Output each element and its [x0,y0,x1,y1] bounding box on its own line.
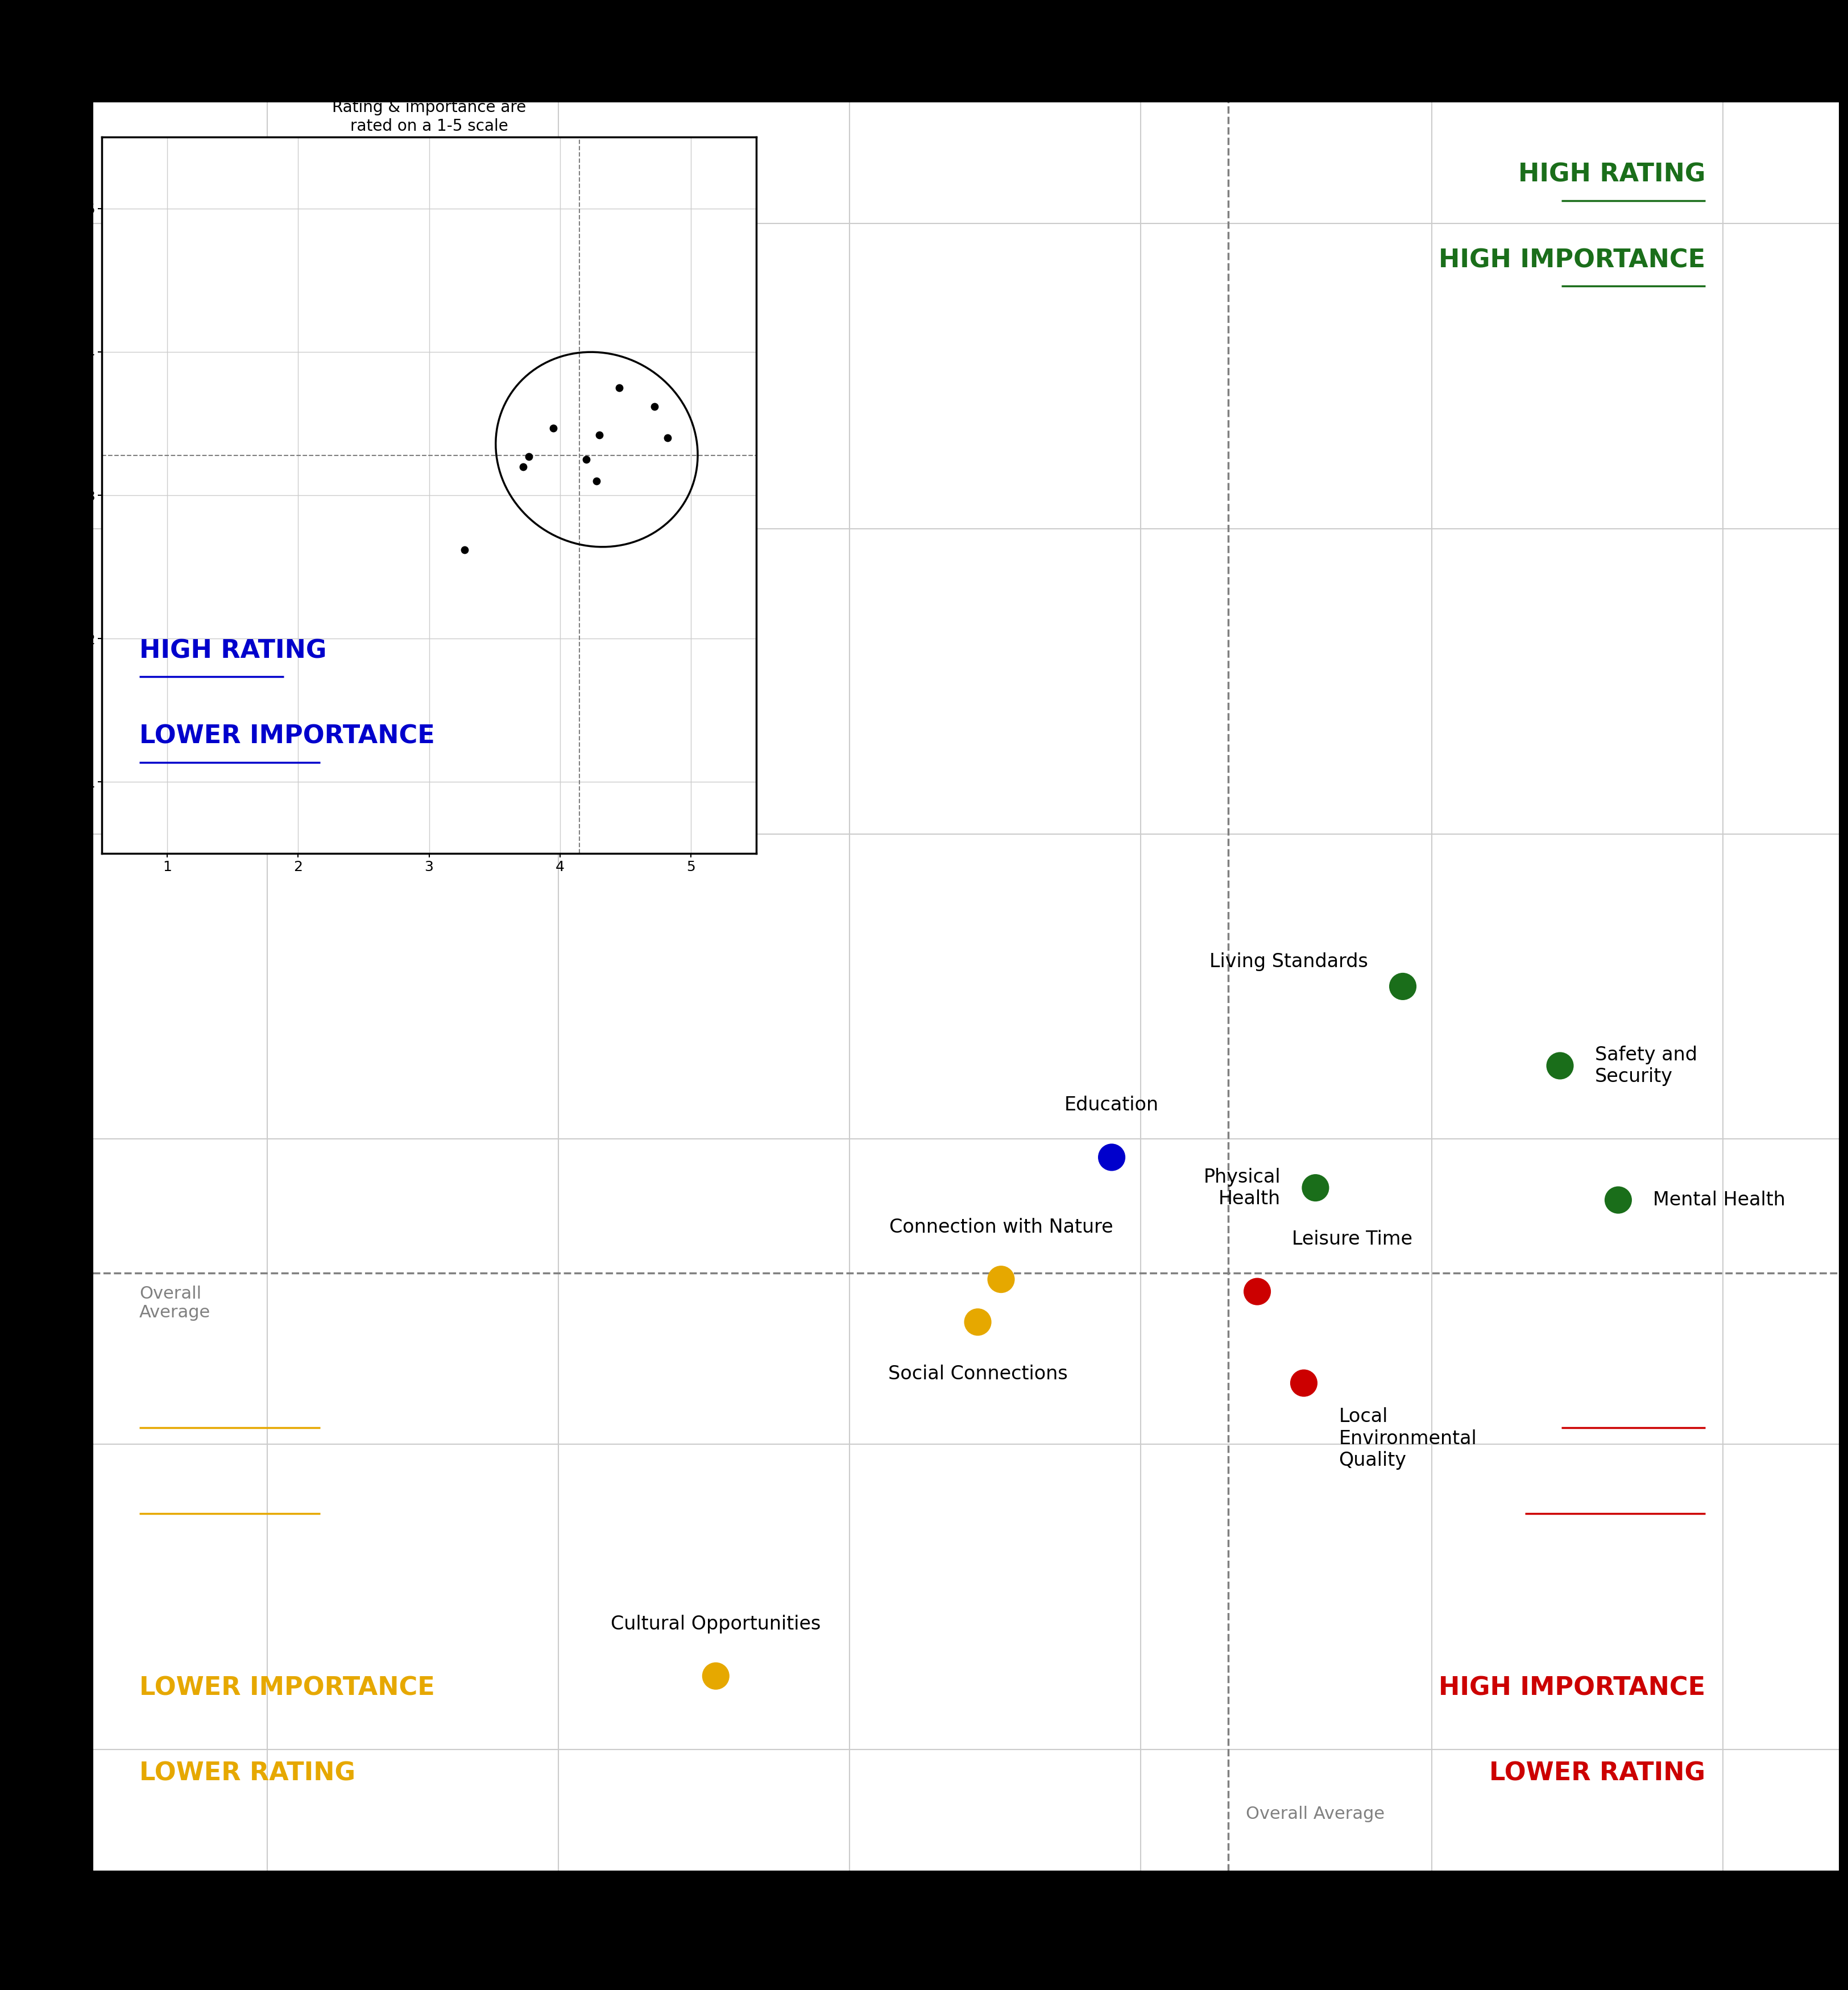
Text: Education: Education [1064,1096,1159,1114]
Text: Cultural Opportunities: Cultural Opportunities [610,1614,821,1634]
Point [1242,1276,1271,1307]
Point [1388,971,1417,1003]
Point [1301,1172,1331,1204]
Text: LOWER RATING: LOWER RATING [139,1761,355,1785]
Point [1098,1142,1127,1174]
Point [963,1305,992,1337]
Text: LOWER IMPORTANCE: LOWER IMPORTANCE [139,1676,434,1699]
Text: Living Standards: Living Standards [1209,953,1368,971]
Point [1290,1367,1319,1399]
Text: LOWER IMPORTANCE: LOWER IMPORTANCE [139,724,434,748]
Text: Safety and
Security: Safety and Security [1595,1045,1696,1087]
Text: Local
Environmental
Quality: Local Environmental Quality [1338,1407,1477,1471]
Title: Herriman Wellbeing Matrix: Herriman Wellbeing Matrix [678,48,1255,86]
Text: Social Connections: Social Connections [889,1365,1068,1383]
X-axis label: Importance Average: Importance Average [813,1916,1120,1942]
Point [987,1264,1016,1295]
Text: HIGH RATING: HIGH RATING [139,639,327,663]
Text: Leisure Time: Leisure Time [1292,1230,1412,1250]
Point [1545,1051,1574,1083]
Point [1604,1184,1634,1216]
Y-axis label: Rating Average: Rating Average [9,870,33,1102]
Text: HIGH IMPORTANCE: HIGH IMPORTANCE [1440,249,1706,273]
Text: Mental Health: Mental Health [1654,1190,1785,1210]
Point [700,1660,730,1692]
Text: Physical
Health: Physical Health [1203,1168,1281,1208]
Text: HIGH RATING: HIGH RATING [1519,163,1706,187]
Text: Overall
Average: Overall Average [139,1286,211,1321]
Text: HIGH IMPORTANCE: HIGH IMPORTANCE [1440,1676,1706,1699]
Text: LOWER RATING: LOWER RATING [1489,1761,1706,1785]
Text: Overall Average: Overall Average [1246,1807,1384,1823]
Text: Connection with Nature: Connection with Nature [889,1218,1112,1236]
